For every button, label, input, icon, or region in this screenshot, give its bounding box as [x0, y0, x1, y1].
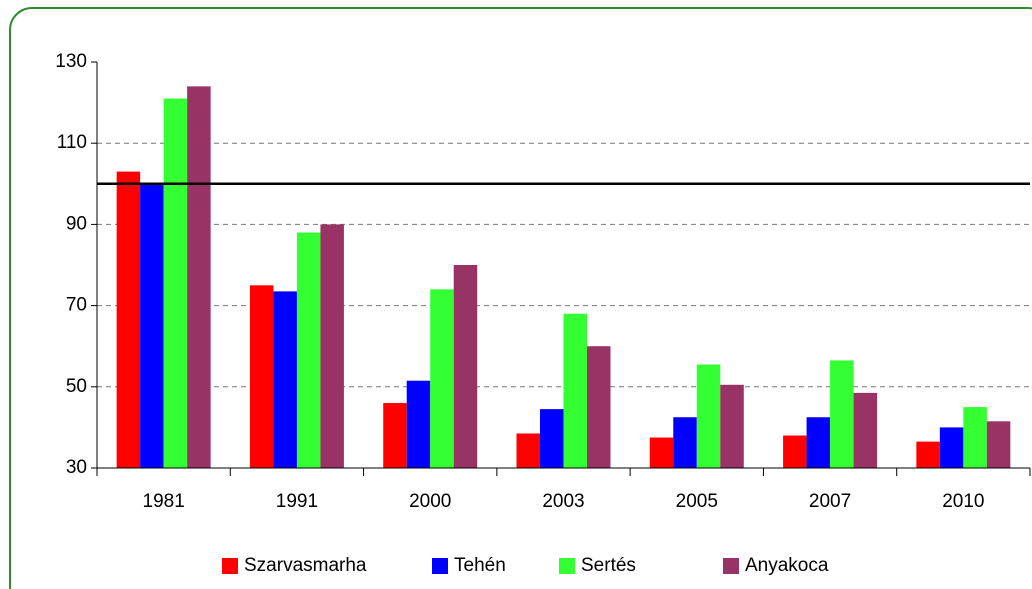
legend-swatch [723, 558, 739, 574]
bar [296, 232, 321, 468]
bar [806, 417, 831, 468]
bar [516, 433, 540, 468]
legend-label: Szarvasmarha [244, 555, 367, 576]
bar [453, 265, 478, 468]
bar [986, 421, 1011, 468]
bar [249, 285, 274, 468]
x-tick-label: 2005 [676, 491, 718, 512]
bar [963, 407, 987, 468]
bar [649, 437, 674, 468]
bar [430, 289, 454, 468]
bar [187, 86, 211, 469]
bar [563, 313, 587, 468]
bar [540, 409, 564, 468]
y-tick-label: 130 [55, 51, 87, 72]
legend-label: Sertés [581, 555, 636, 576]
bar [673, 417, 697, 468]
bar [916, 441, 940, 468]
y-tick-label: 50 [66, 376, 87, 397]
bar [140, 183, 164, 469]
bar [853, 392, 878, 468]
y-tick-label: 90 [66, 213, 87, 234]
bar [320, 224, 344, 468]
legend-label: Tehén [454, 555, 506, 576]
bar [383, 403, 407, 468]
legend-swatch [432, 558, 448, 574]
bar [939, 427, 964, 468]
bar [783, 435, 807, 468]
y-tick-label: 110 [57, 132, 87, 153]
bar [116, 171, 141, 468]
bar [587, 346, 611, 468]
x-tick-label: 2000 [409, 491, 451, 512]
bar [163, 98, 188, 468]
bar [406, 380, 431, 468]
x-tick-label: 1981 [143, 491, 185, 512]
x-tick-label: 1991 [276, 491, 318, 512]
bar [830, 360, 854, 468]
bar [273, 291, 297, 468]
x-tick-label: 2003 [542, 491, 584, 512]
bar [720, 384, 744, 468]
legend-label: Anyakoca [745, 555, 829, 576]
x-tick-label: 2007 [809, 491, 851, 512]
y-tick-label: 30 [66, 457, 87, 478]
x-tick-label: 2010 [942, 491, 984, 512]
y-tick-label: 70 [66, 295, 87, 316]
legend-swatch [222, 558, 238, 574]
legend-swatch [559, 558, 575, 574]
bar [696, 364, 721, 468]
